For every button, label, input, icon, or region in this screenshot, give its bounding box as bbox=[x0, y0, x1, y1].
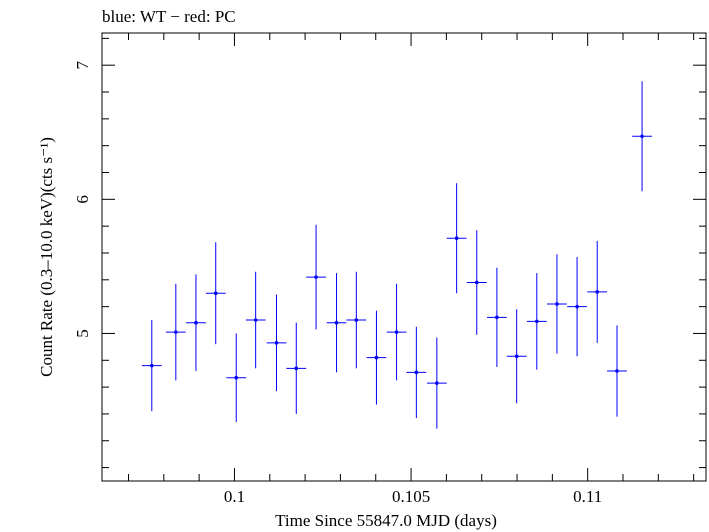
data-point bbox=[386, 283, 407, 381]
x-axis-label: Time Since 55847.0 MJD (days) bbox=[275, 511, 497, 530]
data-point bbox=[487, 267, 507, 367]
y-tick-label: 6 bbox=[73, 195, 92, 204]
data-point bbox=[205, 242, 226, 345]
data-point bbox=[406, 326, 427, 418]
data-point bbox=[286, 322, 307, 414]
point-marker bbox=[294, 366, 299, 371]
data-point bbox=[186, 274, 206, 372]
point-marker bbox=[150, 363, 154, 368]
point-marker bbox=[334, 320, 339, 325]
point-marker bbox=[374, 355, 379, 360]
point-marker bbox=[474, 280, 479, 285]
point-marker bbox=[234, 375, 239, 380]
data-point bbox=[165, 283, 186, 381]
data-point bbox=[506, 309, 527, 404]
y-axis-label: Count Rate (0.3–10.0 keV)(cts s⁻¹) bbox=[37, 137, 56, 377]
data-point bbox=[526, 273, 547, 370]
point-marker bbox=[514, 354, 519, 359]
data-point bbox=[266, 294, 287, 392]
y-tick-label: 7 bbox=[73, 60, 92, 69]
x-tick-label: 0.1 bbox=[224, 487, 245, 506]
data-point bbox=[426, 337, 447, 429]
data-point bbox=[141, 320, 162, 412]
point-marker bbox=[354, 318, 359, 322]
axis-ticks bbox=[102, 33, 706, 481]
point-marker bbox=[575, 304, 579, 309]
data-point bbox=[587, 240, 608, 343]
point-marker bbox=[495, 315, 499, 320]
data-point bbox=[326, 273, 347, 373]
plot-frame bbox=[101, 32, 707, 482]
point-marker bbox=[213, 291, 218, 296]
x-tick-label: 0.105 bbox=[392, 487, 430, 506]
axis-tick-labels: 0.1 0.105 0.11 5 6 7 bbox=[73, 60, 602, 506]
x-tick-label: 0.11 bbox=[573, 487, 602, 506]
point-marker bbox=[274, 341, 279, 345]
point-marker bbox=[253, 318, 258, 322]
point-marker bbox=[555, 302, 559, 306]
data-point bbox=[346, 271, 367, 369]
point-marker bbox=[314, 275, 318, 279]
data-point bbox=[245, 271, 266, 369]
point-marker bbox=[535, 319, 539, 324]
point-marker bbox=[394, 330, 399, 334]
data-point bbox=[446, 183, 467, 294]
point-marker bbox=[615, 369, 619, 373]
data-point bbox=[466, 230, 487, 335]
point-marker bbox=[414, 370, 419, 375]
point-marker bbox=[194, 320, 198, 325]
point-marker bbox=[640, 134, 644, 139]
point-marker bbox=[174, 330, 178, 334]
data-point bbox=[306, 224, 326, 330]
data-point bbox=[567, 257, 587, 357]
y-tick-label: 5 bbox=[73, 329, 92, 338]
data-point bbox=[366, 310, 387, 405]
point-marker bbox=[435, 381, 439, 385]
chart-title: blue: WT − red: PC bbox=[102, 7, 236, 26]
point-marker bbox=[595, 290, 600, 294]
data-points bbox=[141, 81, 652, 429]
data-point bbox=[632, 81, 652, 192]
data-point bbox=[226, 333, 247, 422]
data-point bbox=[547, 254, 567, 354]
point-marker bbox=[454, 236, 459, 241]
data-point bbox=[607, 325, 627, 417]
